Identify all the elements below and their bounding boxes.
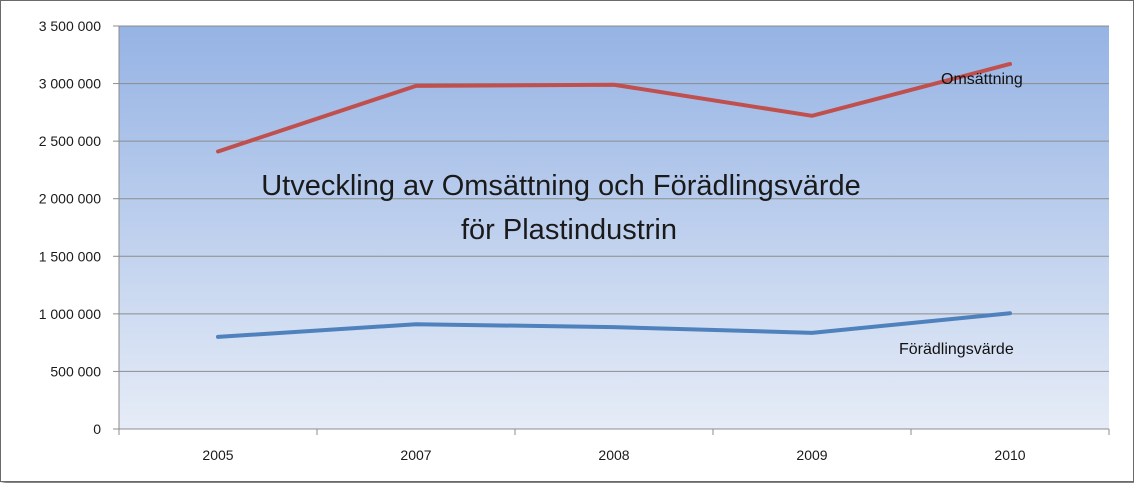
- y-tick-label: 2 000 000: [39, 191, 101, 207]
- series-line-1: [216, 311, 1012, 339]
- chart-title-line-1: Utveckling av Omsättning och Förädlingsv…: [261, 170, 861, 202]
- y-tick-label: 0: [93, 421, 101, 437]
- x-tick-label: 2005: [202, 447, 233, 463]
- series-label-foradlingsvarde: Förädlingsvärde: [899, 341, 1014, 358]
- x-tick-label: 2009: [796, 447, 827, 463]
- y-tick-label: 1 000 000: [39, 306, 101, 322]
- y-tick-label: 1 500 000: [39, 248, 101, 264]
- x-tick-label: 2010: [994, 447, 1025, 463]
- y-tick-label: 500 000: [50, 363, 101, 379]
- axes: [118, 26, 1109, 430]
- x-axis-ticks: 2005 2007 2008 2009 2010: [118, 429, 1110, 463]
- series-label-omsattning: Omsättning: [941, 71, 1023, 88]
- x-tick-label: 2007: [400, 447, 431, 463]
- x-tick-label: 2008: [598, 447, 629, 463]
- y-axis-ticks: 0 500 000 1 000 000 1 500 000 2 000 000 2 500…: [39, 18, 119, 437]
- chart-title-line-2: för Plastindustrin: [461, 214, 677, 246]
- y-tick-label: 2 500 000: [39, 133, 101, 149]
- y-tick-label: 3 000 000: [39, 76, 101, 92]
- series-lines: [216, 61, 1012, 339]
- y-tick-label: 3 500 000: [39, 18, 101, 34]
- series-line-0: [216, 61, 1012, 154]
- plot-area: [119, 26, 1109, 429]
